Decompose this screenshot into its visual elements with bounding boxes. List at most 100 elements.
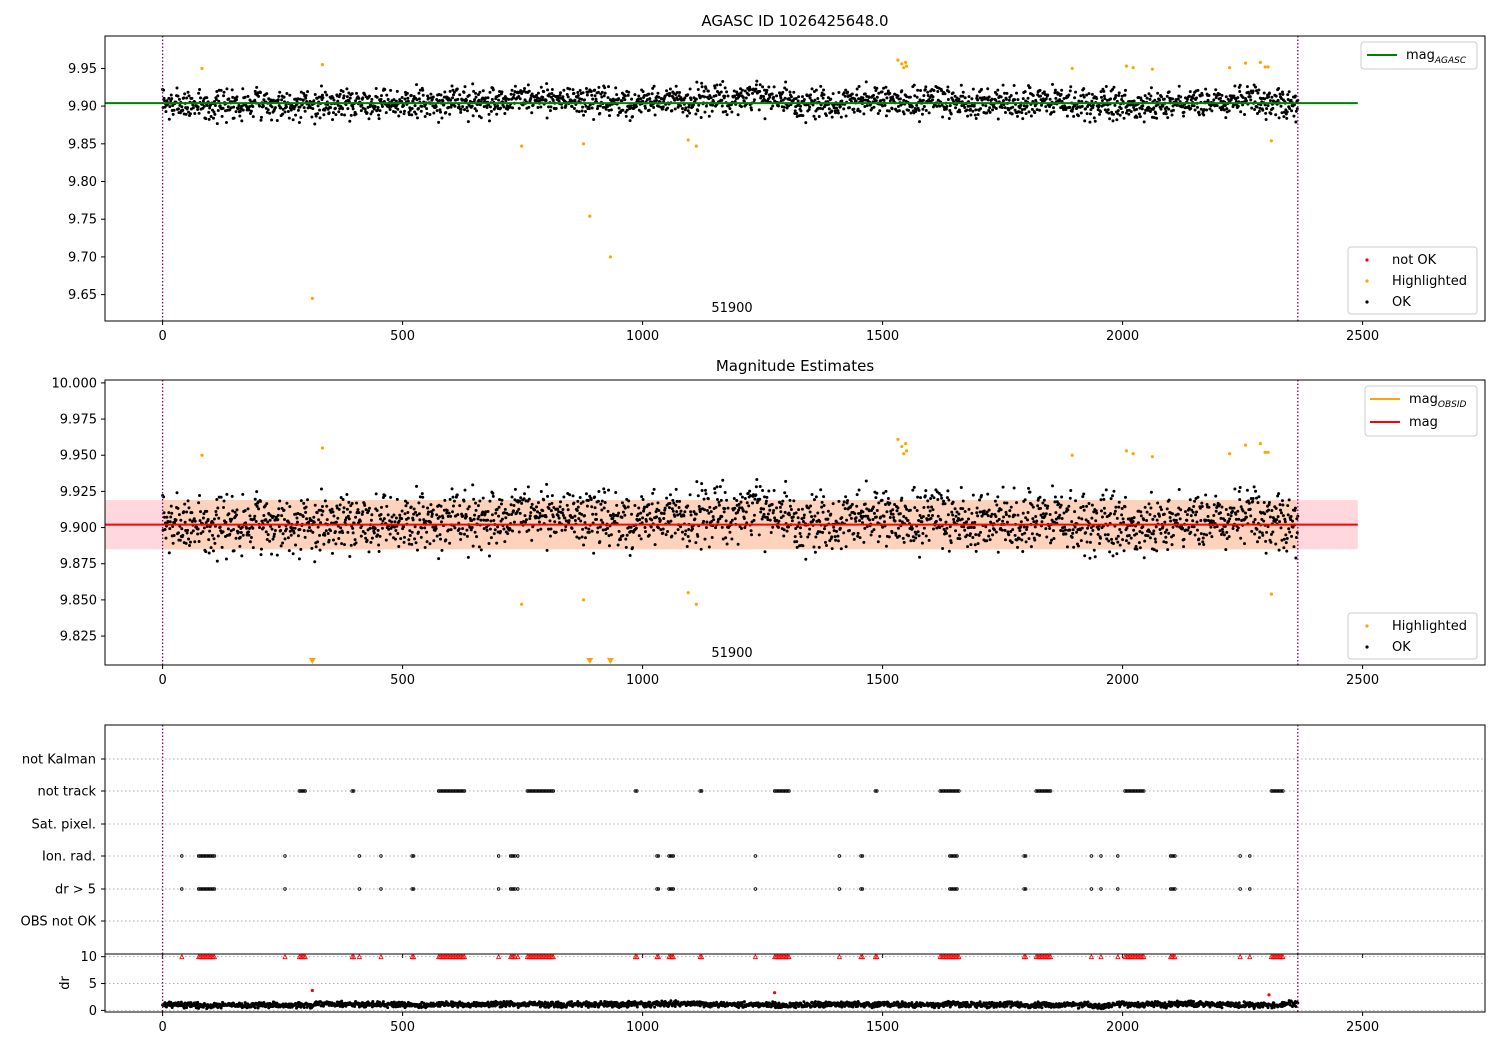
ok-point xyxy=(670,109,674,113)
ok-point xyxy=(811,518,815,522)
ok-point xyxy=(556,507,560,511)
ok-point xyxy=(1264,551,1268,555)
ok-point xyxy=(909,111,913,115)
ok-point xyxy=(817,545,821,549)
ok-point xyxy=(1181,526,1185,530)
ok-point xyxy=(347,517,351,521)
ok-point xyxy=(943,502,947,506)
ok-point xyxy=(198,494,202,498)
ok-point xyxy=(421,93,425,97)
ok-point xyxy=(832,525,836,529)
ok-point xyxy=(598,111,602,115)
ok-point xyxy=(653,113,657,117)
ok-point xyxy=(438,515,442,519)
ok-point xyxy=(1122,116,1126,120)
ok-point xyxy=(1218,92,1222,96)
ok-point xyxy=(1227,109,1231,113)
ok-point xyxy=(1264,111,1268,115)
ok-point xyxy=(270,527,274,531)
ok-point xyxy=(1219,99,1223,103)
ok-point xyxy=(572,91,576,95)
ok-point xyxy=(1060,88,1064,92)
ok-point xyxy=(560,511,564,515)
ok-point xyxy=(1031,517,1035,521)
ok-point xyxy=(957,512,961,516)
ok-point xyxy=(546,494,550,498)
ok-point xyxy=(533,508,537,512)
ok-point xyxy=(1106,533,1110,537)
ok-point xyxy=(985,539,989,543)
ok-point xyxy=(536,91,540,95)
ok-point xyxy=(813,117,817,121)
ok-point xyxy=(1238,498,1242,502)
ok-point xyxy=(593,495,597,499)
ok-point xyxy=(946,489,950,493)
ok-point xyxy=(465,534,469,538)
ok-point xyxy=(363,93,367,97)
ok-point xyxy=(549,527,553,531)
ok-point xyxy=(191,529,195,533)
ok-point xyxy=(602,506,606,510)
ok-point xyxy=(963,510,967,514)
ok-point xyxy=(1035,519,1039,523)
ok-point xyxy=(647,108,651,112)
legend2-highlighted-marker xyxy=(1365,624,1369,628)
ok-point xyxy=(719,498,723,502)
ok-point xyxy=(845,518,849,522)
ok-point xyxy=(595,107,599,111)
ok-point xyxy=(1146,534,1150,538)
ok-point xyxy=(1015,545,1019,549)
ok-point xyxy=(945,104,949,108)
ok-point xyxy=(871,93,875,97)
ok-point xyxy=(849,99,853,103)
ok-point xyxy=(209,546,213,550)
ok-point xyxy=(369,112,373,116)
ok-point xyxy=(1069,85,1073,89)
ok-point xyxy=(1154,540,1158,544)
ok-point xyxy=(167,117,171,121)
ok-point xyxy=(1283,517,1287,521)
ok-point xyxy=(495,112,499,116)
ok-point xyxy=(473,107,477,111)
ok-point xyxy=(486,518,490,522)
ok-point xyxy=(1214,509,1218,513)
ok-point xyxy=(1049,541,1053,545)
ok-point xyxy=(780,502,784,506)
ok-point xyxy=(204,117,208,121)
ok-point xyxy=(257,507,261,511)
ok-point xyxy=(396,107,400,111)
ok-point xyxy=(589,89,593,93)
ok-point xyxy=(345,507,349,511)
ok-point xyxy=(497,514,501,518)
ok-point xyxy=(916,88,920,92)
ok-point xyxy=(238,544,242,548)
ok-point xyxy=(511,529,515,533)
ok-point xyxy=(322,542,326,546)
ok-point xyxy=(1026,511,1030,515)
ok-point xyxy=(593,94,597,98)
ok-point xyxy=(1017,110,1021,114)
ok-point xyxy=(425,111,429,115)
ok-point xyxy=(465,528,469,532)
ok-point xyxy=(435,534,439,538)
ok-point xyxy=(550,88,554,92)
ok-point xyxy=(1282,115,1286,119)
ok-point xyxy=(499,502,503,506)
ok-point xyxy=(833,535,837,539)
ok-point xyxy=(939,493,943,497)
ok-point xyxy=(688,111,692,115)
ok-point xyxy=(171,541,175,545)
ok-point xyxy=(733,517,737,521)
ok-point xyxy=(294,543,298,547)
ok-point xyxy=(360,512,364,516)
ok-point xyxy=(807,108,811,112)
ok-point xyxy=(861,510,865,514)
ok-point xyxy=(1187,526,1191,530)
ok-point xyxy=(922,506,926,510)
ok-point xyxy=(1222,533,1226,537)
ok-point xyxy=(327,538,331,542)
ok-point xyxy=(1011,528,1015,532)
ok-point xyxy=(402,540,406,544)
ok-point xyxy=(728,530,732,534)
ok-point xyxy=(850,92,854,96)
